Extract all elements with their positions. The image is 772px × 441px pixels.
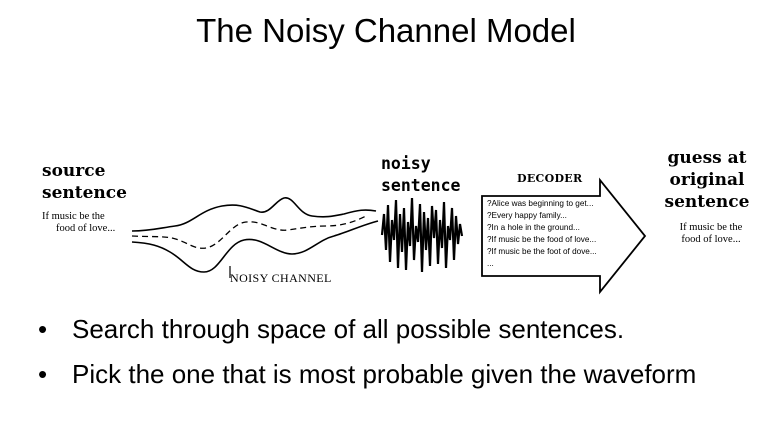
candidate-item: ?Alice was beginning to get... [487,199,594,208]
source-text-line1: If music be the [42,211,105,222]
noisy-channel-label: NOISY CHANNEL [230,271,332,285]
guess-heading-line2: original [669,170,745,190]
bullet-text: Pick the one that is most probable given… [72,359,697,389]
channel-tube-bottom-edge [131,220,379,273]
guess-text-line2: food of love... [681,234,741,245]
candidate-list: ?Alice was beginning to get... ?Every ha… [487,198,597,270]
noisy-heading-line2: sentence [381,176,461,195]
channel-tube-center-dashed [131,215,367,249]
guess-sentence-heading: guess at original sentence [655,147,759,213]
guess-heading-line1: guess at [667,148,747,168]
decoder-label: DECODER [517,172,583,185]
guess-heading-line3: sentence [664,192,750,212]
guess-sentence-text: If music be the food of love... [663,222,759,246]
candidate-item: ?If music be the food of love... [487,235,597,244]
bullet-text: Search through space of all possible sen… [72,314,625,344]
guess-text-line1: If music be the [679,222,743,233]
source-text-line2: food of love... [56,223,116,234]
noisy-sentence-heading: noisy sentence [381,153,460,197]
bullet-list: • Search through space of all possible s… [38,312,752,391]
channel-tube-top-edge [131,197,377,232]
bullet-item: • Pick the one that is most probable giv… [38,357,752,391]
decoder-arrow [481,177,647,295]
slide-title: The Noisy Channel Model [196,12,576,49]
bullet-symbol: • [38,314,48,344]
candidate-item: ?In a hole in the ground... [487,223,580,232]
bullet-symbol: • [38,359,48,389]
noisy-heading-line1: noisy [381,154,431,173]
source-heading-line2: sentence [42,183,127,203]
candidate-item: ?If music be the foot of dove... [487,247,597,256]
noisy-waveform [380,197,464,273]
candidate-item: ... [487,259,494,268]
bullet-item: • Search through space of all possible s… [38,312,752,346]
candidate-item: ?Every happy family... [487,211,567,220]
source-sentence-text: If music be the food of love... [42,211,118,235]
source-sentence-heading: source sentence [42,160,127,204]
source-heading-line1: source [42,161,106,181]
